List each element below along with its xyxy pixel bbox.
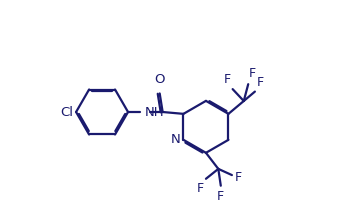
Text: F: F (197, 182, 204, 195)
Text: Cl: Cl (60, 106, 73, 118)
Text: F: F (257, 76, 264, 89)
Text: N: N (171, 133, 181, 146)
Text: F: F (249, 67, 256, 80)
Text: O: O (154, 73, 165, 86)
Text: F: F (224, 73, 231, 86)
Text: F: F (234, 170, 241, 183)
Text: NH: NH (144, 106, 164, 118)
Text: F: F (217, 190, 224, 203)
